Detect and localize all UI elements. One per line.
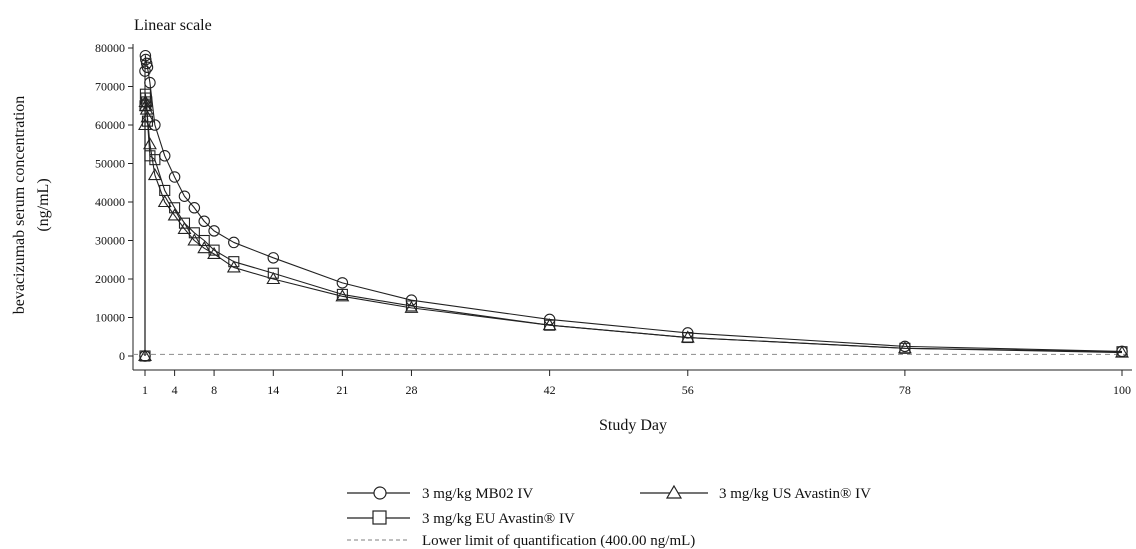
data-point bbox=[168, 171, 181, 183]
x-axis-label: Study Day bbox=[599, 417, 667, 434]
x-tick-label: 21 bbox=[336, 383, 348, 397]
y-tick-label: 80000 bbox=[95, 41, 125, 55]
data-point bbox=[147, 167, 162, 181]
series-line bbox=[144, 55, 1123, 356]
y-axis-label-line2: (ng/mL) bbox=[35, 178, 52, 231]
data-point bbox=[335, 289, 350, 302]
data-point bbox=[139, 100, 151, 112]
data-point bbox=[543, 313, 556, 326]
series-circle bbox=[139, 49, 1128, 362]
data-point bbox=[198, 234, 210, 247]
axes bbox=[132, 44, 1132, 371]
data-point bbox=[141, 115, 154, 127]
x-tick-label: 4 bbox=[172, 383, 178, 397]
data-point bbox=[228, 256, 240, 268]
data-point bbox=[178, 217, 191, 229]
data-point bbox=[140, 92, 152, 104]
series-square bbox=[139, 88, 1128, 362]
data-point bbox=[228, 236, 240, 249]
x-tick-label: 1 bbox=[142, 383, 148, 397]
data-point bbox=[140, 57, 153, 70]
x-tick-label: 8 bbox=[211, 383, 217, 397]
legend-marker-square bbox=[372, 510, 387, 525]
x-tick-label: 100 bbox=[1113, 383, 1131, 397]
data-point bbox=[208, 225, 220, 237]
y-tick-label: 60000 bbox=[95, 118, 125, 132]
series-line bbox=[144, 101, 1123, 356]
data-point bbox=[267, 252, 280, 264]
data-point bbox=[144, 76, 156, 89]
y-axis-label-group: bevacizumab serum concentration (ng/mL) bbox=[11, 96, 52, 315]
chart-subtitle: Linear scale bbox=[134, 17, 212, 34]
y-tick-label: 0 bbox=[119, 349, 125, 363]
data-point bbox=[207, 246, 222, 260]
data-point bbox=[188, 202, 201, 214]
data-point bbox=[544, 319, 556, 331]
legend-item-us-avastin: 3 mg/kg US Avastin® IV bbox=[640, 484, 871, 502]
y-axis-label-line1: bevacizumab serum concentration bbox=[11, 96, 28, 315]
data-point bbox=[167, 208, 182, 221]
x-tick-label: 56 bbox=[682, 383, 694, 397]
data-point bbox=[141, 96, 153, 108]
data-point bbox=[405, 294, 418, 306]
legend-item-eu-avastin: 3 mg/kg EU Avastin® IV bbox=[347, 510, 575, 527]
legend-label-us-avastin: 3 mg/kg US Avastin® IV bbox=[719, 486, 871, 502]
legend-item-mb02: 3 mg/kg MB02 IV bbox=[347, 486, 533, 502]
data-point bbox=[187, 233, 202, 246]
x-tick-label: 78 bbox=[899, 383, 911, 397]
y-tick-label: 40000 bbox=[95, 195, 125, 209]
series-group bbox=[138, 49, 1129, 362]
legend-label-lloq: Lower limit of quantification (400.00 ng… bbox=[422, 533, 695, 549]
x-tick-label: 42 bbox=[544, 383, 556, 397]
legend: 3 mg/kg MB02 IV 3 mg/kg US Avastin® IV 3… bbox=[347, 484, 871, 549]
legend-marker-circle bbox=[373, 486, 387, 500]
data-point bbox=[157, 194, 172, 208]
data-point bbox=[682, 331, 694, 344]
y-tick-label: 70000 bbox=[95, 80, 125, 94]
data-point bbox=[141, 61, 154, 73]
data-point bbox=[149, 154, 161, 166]
series-triangle bbox=[138, 94, 1129, 362]
x-axis-ticks: 1 4 8 14 21 28 42 56 78 100 bbox=[142, 370, 1131, 397]
data-point bbox=[149, 119, 161, 131]
y-tick-label: 50000 bbox=[95, 157, 125, 171]
series-line bbox=[144, 93, 1123, 356]
data-point bbox=[188, 227, 200, 239]
data-point bbox=[198, 215, 210, 228]
legend-marker-triangle bbox=[665, 484, 683, 499]
data-point bbox=[208, 244, 220, 256]
data-point bbox=[336, 277, 349, 289]
data-point bbox=[178, 190, 191, 202]
data-point bbox=[1116, 346, 1128, 358]
data-point bbox=[139, 49, 152, 62]
data-point bbox=[169, 202, 181, 214]
data-point bbox=[336, 288, 348, 300]
data-point bbox=[159, 184, 171, 196]
legend-label-mb02: 3 mg/kg MB02 IV bbox=[422, 486, 533, 502]
x-tick-label: 14 bbox=[267, 383, 279, 397]
y-tick-label: 30000 bbox=[95, 234, 125, 248]
data-point bbox=[139, 350, 151, 362]
y-tick-label: 10000 bbox=[95, 311, 125, 325]
data-point bbox=[140, 53, 152, 66]
y-tick-label: 20000 bbox=[95, 272, 125, 286]
y-axis-ticks: 0 10000 20000 30000 40000 50000 60000 70000 8000… bbox=[95, 41, 133, 363]
data-point bbox=[405, 300, 418, 312]
data-point bbox=[267, 267, 279, 279]
legend-item-lloq: Lower limit of quantification (400.00 ng… bbox=[347, 533, 695, 549]
data-point bbox=[899, 342, 911, 354]
data-point bbox=[197, 241, 212, 254]
legend-label-eu-avastin: 3 mg/kg EU Avastin® IV bbox=[422, 511, 575, 527]
data-point bbox=[404, 300, 419, 313]
x-tick-label: 28 bbox=[405, 383, 417, 397]
